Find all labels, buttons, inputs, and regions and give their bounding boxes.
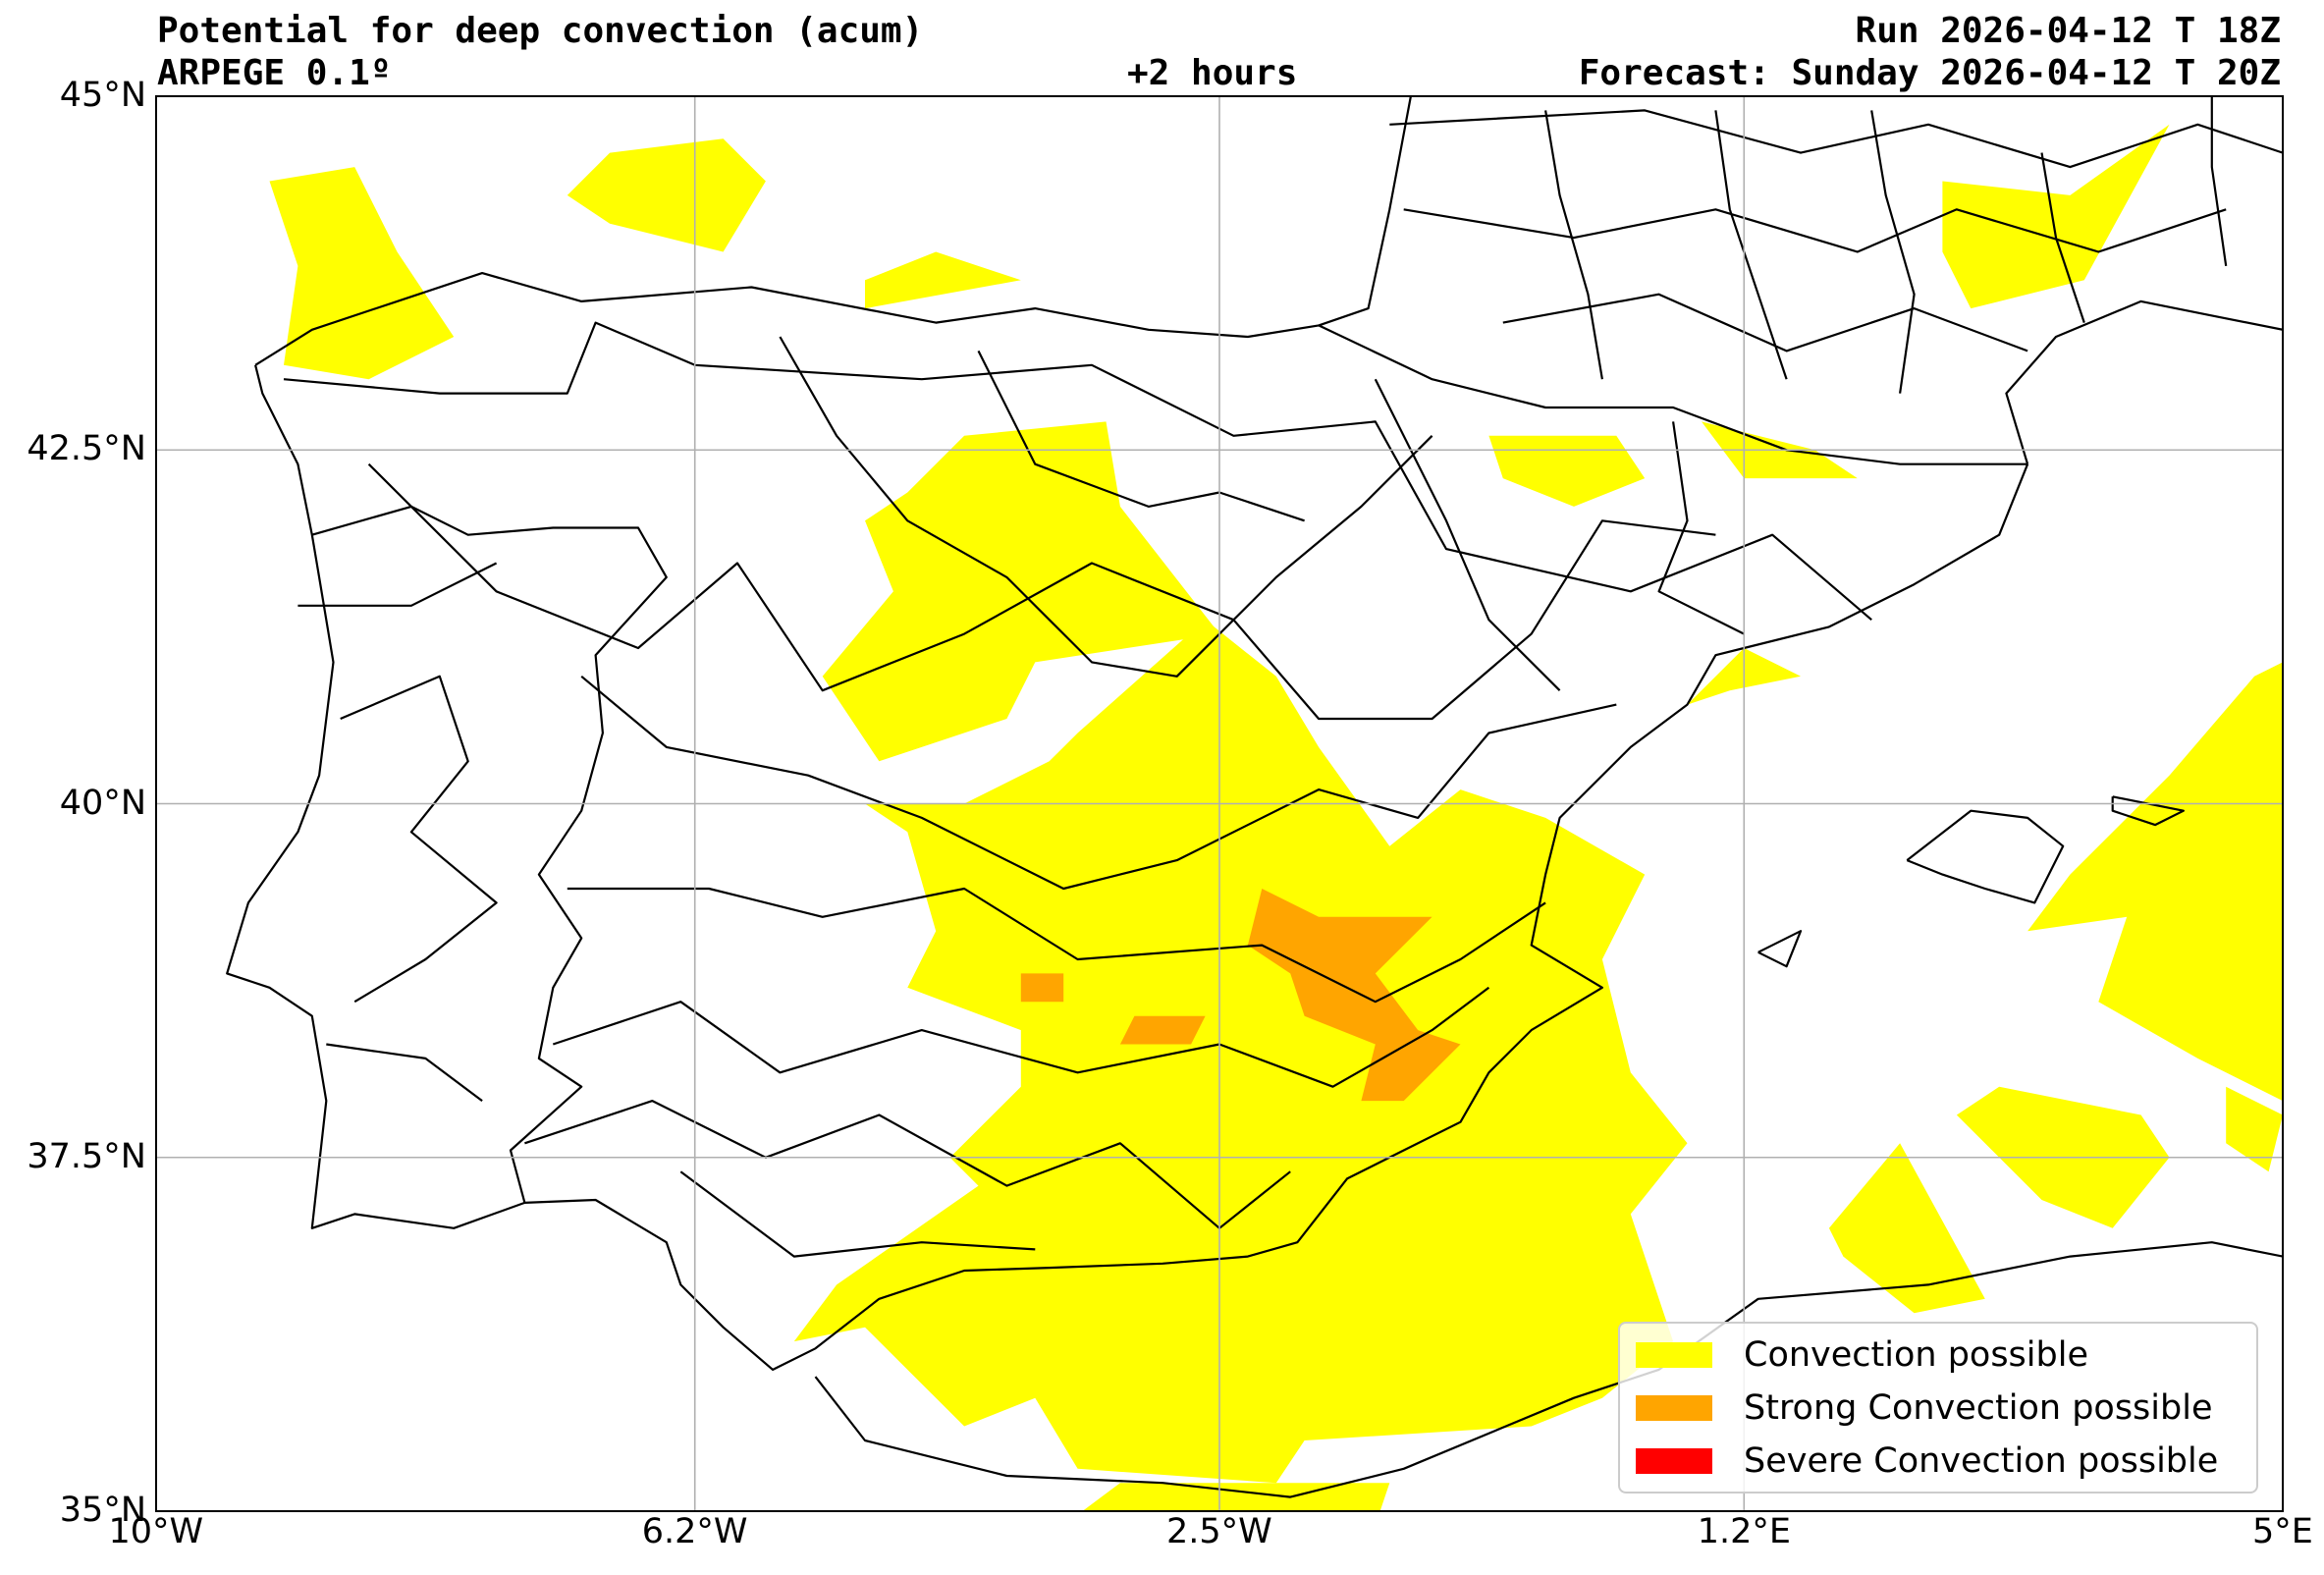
coast-border-line [1502, 293, 2028, 353]
map-legend: Convection possible Strong Convection po… [1618, 1322, 2258, 1494]
model-label: ARPEGE 0.1º [157, 53, 392, 93]
coast-border-line [297, 562, 498, 607]
graticule [156, 96, 2283, 1511]
legend-swatch-strong [1636, 1395, 1712, 1421]
legend-label-possible: Convection possible [1744, 1335, 2088, 1375]
legend-item-strong: Strong Convection possible [1636, 1388, 2213, 1428]
coast-border-line [1714, 110, 1788, 380]
forecast-label: Forecast: Sunday 2026-04-12 T 20Z [1578, 53, 2281, 93]
convection-area-strong [1119, 1015, 1206, 1045]
convection-area-possible [2226, 1086, 2283, 1172]
coast-border-line [283, 321, 1872, 622]
lat-tick-label: 37.5°N [27, 1136, 146, 1176]
coast-border-line [1906, 809, 2065, 904]
lon-tick-label: 1.2°E [1697, 1512, 1792, 1551]
lat-tick-label: 35°N [59, 1491, 146, 1530]
coast-border-line [1374, 378, 1561, 691]
convection-area-possible [2027, 662, 2283, 1102]
convection-area-strong [1247, 889, 1461, 1102]
lon-tick-label: 2.5°W [1166, 1512, 1272, 1551]
convection-area-possible [1828, 1143, 1985, 1314]
legend-swatch-severe [1636, 1448, 1712, 1474]
coast-border-line [2210, 96, 2228, 267]
coast-border-line [1657, 421, 1745, 635]
convection-area-strong [1020, 973, 1064, 1003]
coast-border-line [552, 986, 1490, 1088]
coast-border-line [977, 350, 1305, 522]
lat-tick-label: 42.5°N [27, 429, 146, 469]
legend-item-severe: Severe Convection possible [1636, 1441, 2218, 1481]
coast-border-line [1389, 109, 2283, 169]
lon-tick-label: 6.2°W [641, 1512, 748, 1551]
run-label: Run 2026-04-12 T 18Z [1855, 11, 2281, 51]
coast-border-line [814, 1241, 2283, 1498]
convection-area-possible [1942, 124, 2170, 309]
convection-area-possible [865, 251, 1021, 309]
coast-border-line [2111, 795, 2185, 827]
map-frame [155, 95, 2284, 1512]
coast-border-line [1403, 208, 2227, 253]
convection-area-possible [1488, 435, 1646, 507]
coast-border-line [326, 1043, 483, 1102]
lat-tick-label: 40°N [59, 783, 146, 823]
coast-border-line [1870, 110, 1916, 394]
legend-label-severe: Severe Convection possible [1744, 1441, 2219, 1481]
convection-area-possible [1082, 1483, 1390, 1511]
coast-border-line [524, 1099, 1291, 1229]
coast-border-line [1544, 110, 1603, 380]
coast-border-line [567, 887, 1546, 1004]
lead-time-label: +2 hours [1127, 53, 1298, 93]
coast-border-line [226, 364, 2029, 1372]
coast-border-line [2040, 152, 2085, 323]
coast-border-line [367, 462, 1716, 721]
lon-tick-label: 10°W [108, 1512, 204, 1551]
land-borders [226, 96, 2283, 1498]
convection-area-possible [567, 138, 766, 252]
lat-tick-label: 45°N [59, 76, 146, 115]
coast-border-line [580, 675, 1617, 891]
lon-tick-label: 5°E [2252, 1512, 2313, 1551]
map-title: Potential for deep convection (acum) [157, 11, 924, 51]
coast-border-line [311, 505, 668, 1204]
coast-border-line [340, 675, 498, 1004]
legend-label-strong: Strong Convection possible [1744, 1388, 2213, 1428]
coast-border-line [1318, 324, 2028, 465]
coast-border-line [679, 1170, 1036, 1258]
coast-border-line [1757, 930, 1803, 968]
legend-item-possible: Convection possible [1636, 1335, 2088, 1375]
legend-swatch-possible [1636, 1342, 1712, 1368]
coast-border-line [254, 96, 1412, 366]
coast-border-line [779, 336, 1433, 678]
coast-border-line [2005, 299, 2283, 465]
convection-area-possible [269, 167, 455, 380]
